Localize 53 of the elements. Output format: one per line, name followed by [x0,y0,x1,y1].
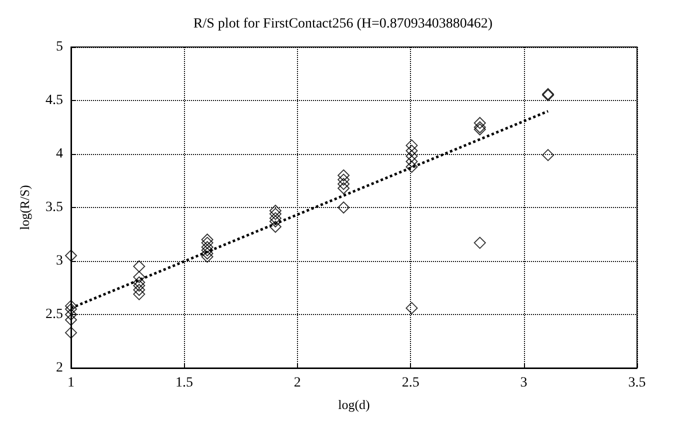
point [133,288,146,300]
y-axis-title: log(R/S) [17,185,32,230]
point [133,260,146,272]
y-tick-label: 5 [56,40,63,54]
point [406,144,418,157]
x-tick-label: 1 [68,376,74,390]
y-tick-label: 4.5 [46,93,63,108]
y-tick-label: 3.5 [46,200,63,215]
x-tick-label: 1.5 [175,376,193,390]
point [133,280,146,292]
point [65,303,77,316]
x-axis-title: log(d) [338,397,370,412]
point [201,241,214,254]
point [474,236,486,249]
point [406,150,418,162]
point [65,250,77,262]
point [65,314,77,326]
point [338,174,350,186]
point [542,149,554,162]
point [201,244,214,256]
point [269,212,282,224]
x-tick-label: 3.5 [628,376,646,390]
point [269,220,282,233]
point [338,178,350,190]
point [406,155,418,168]
point [406,160,418,173]
point [338,169,350,182]
point [133,271,146,284]
point [133,276,146,288]
point [133,284,146,296]
point [269,204,282,217]
x-tick-label: 2.5 [402,376,420,390]
point [65,326,77,339]
point [201,234,214,246]
y-tick-label: 3 [56,254,63,268]
point [65,308,77,320]
point [201,248,214,260]
point [269,208,282,220]
point [201,236,214,249]
point [338,182,350,194]
y-tick-label: 4 [56,146,63,162]
point [201,250,214,263]
point [406,302,418,314]
point [65,300,77,312]
y-tick-label: 2 [56,360,63,376]
chart-title: R/S plot for FirstContact256 (H=0.87093403880462) [193,16,493,32]
point [269,215,282,228]
point [406,139,418,152]
x-tick-label: 2 [294,376,301,390]
x-tick-label: 3 [520,376,528,390]
point [474,116,486,129]
point [338,202,350,214]
y-tick-label: 2.5 [46,307,63,322]
